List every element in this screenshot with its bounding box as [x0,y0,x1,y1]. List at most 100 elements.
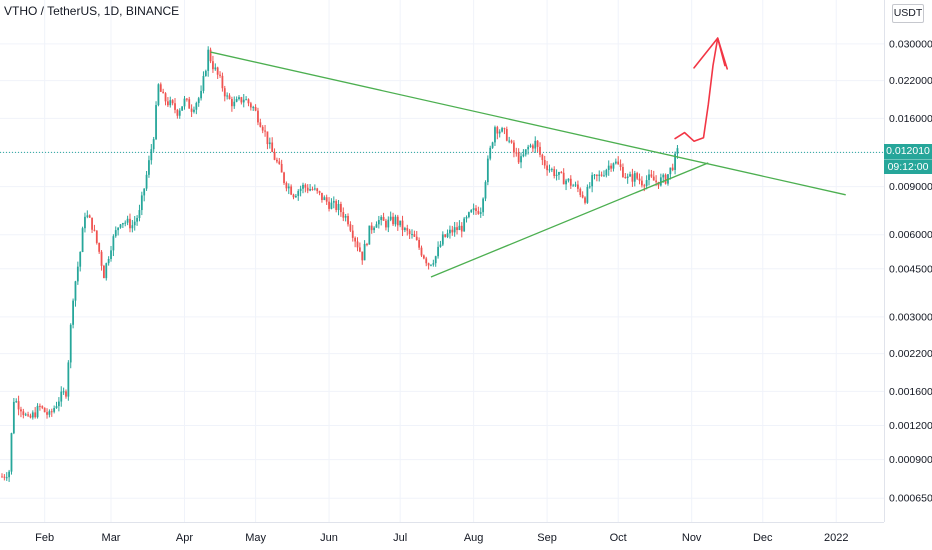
candle-body [434,256,437,264]
price-axis[interactable]: 0.0300000.0220000.0160000.0120000.009000… [884,0,932,550]
candle [437,241,439,259]
candle [584,196,586,205]
candle-body [342,212,345,218]
candle-body [131,225,134,229]
candle-body [392,216,394,225]
candle [401,215,404,237]
candle [539,142,541,158]
time-axis[interactable]: Feb Mar Apr May Jun Jul Aug Sep Oct Nov Dec 2022 [0,522,884,545]
candle [230,96,233,112]
candle [344,213,347,222]
candle-body [190,108,193,112]
candle-body [304,184,307,188]
candle [332,196,335,209]
x-tick-label: Oct [610,532,627,544]
candle [541,153,544,166]
forecast-arrow-path [674,37,726,142]
candle-body [214,67,217,70]
candle [264,124,266,137]
candle [176,108,179,119]
candle-body [467,212,470,218]
candle [266,131,269,150]
candle-body [482,198,485,213]
y-tick-label: 0.000900 [889,454,932,466]
candle-body [306,187,309,191]
candle [216,66,219,79]
candle-body [560,172,563,174]
candle-body [368,225,371,245]
candle [501,126,503,133]
candle [337,199,340,216]
candle-body [321,192,323,200]
candle [588,182,591,189]
candle-body [444,234,447,237]
candle-body [520,156,522,163]
candle [432,259,435,267]
candle-body [382,216,385,221]
candle-body [337,203,340,211]
candle-body [76,266,79,282]
candle [522,149,525,158]
candle [245,96,248,101]
candle [223,85,226,102]
candle-body [595,174,598,176]
candle-body [88,215,91,218]
candle [178,108,181,119]
candle [48,409,51,418]
candle [610,163,612,172]
candle-body [57,401,60,407]
candle [55,401,58,409]
candle [434,255,437,267]
candle [119,223,122,229]
candle [574,181,577,187]
candle [477,206,480,215]
candle [157,83,160,107]
candle-body [159,84,162,92]
candle [577,180,579,193]
candle-body [152,139,155,150]
y-tick-label: 0.030000 [889,38,932,50]
candle [572,183,575,187]
candle [536,140,539,153]
candle-body [567,178,570,181]
candle-body [659,177,662,186]
candle [183,95,186,110]
candle-body [643,185,646,187]
candle [439,240,442,248]
candle-body [36,405,39,418]
candle-body [50,411,53,413]
candle-body [406,228,409,231]
candle-body [385,220,387,228]
candle [626,173,629,184]
candle [553,166,556,179]
candle-body [496,127,499,134]
candle [479,207,482,218]
candle-body [325,197,328,202]
candle-body [150,149,153,161]
candle-body [418,240,421,248]
forecast-arrowhead [693,37,729,70]
candle [34,407,37,419]
candle [304,183,307,193]
candle-body [105,263,108,279]
candle-body [266,131,269,145]
candle [467,211,470,219]
candle-body [645,180,648,186]
candle [278,157,281,165]
candle-body [588,186,591,188]
candle [373,226,375,233]
candle [392,212,394,227]
candle-body [72,300,74,325]
candle-body [340,203,342,213]
y-tick-label: 0.006000 [889,229,932,241]
currency-button[interactable]: USDT [892,4,924,23]
candle [247,98,250,107]
candle [41,405,44,410]
candle [81,226,84,253]
candle-body [501,128,503,132]
candle [86,210,89,219]
candle-body [219,74,221,76]
candle-body [451,229,454,233]
candle [261,125,264,134]
